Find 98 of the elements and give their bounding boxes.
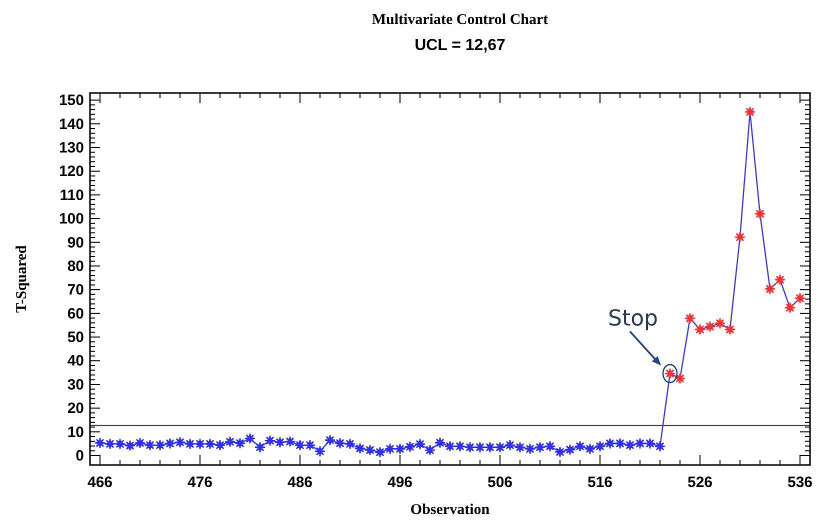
point (604, 438, 616, 450)
point (314, 446, 326, 457)
point (694, 324, 706, 336)
point (774, 274, 786, 286)
point (784, 302, 796, 314)
y-tick-label: 90 (67, 234, 84, 252)
point (154, 439, 166, 451)
point (794, 292, 806, 304)
point (374, 446, 386, 458)
y-tick-label: 20 (67, 400, 84, 418)
point (594, 440, 606, 452)
point (454, 440, 466, 452)
point (564, 444, 576, 456)
point (634, 438, 646, 450)
x-tick-label: 486 (287, 474, 313, 491)
point (534, 442, 546, 453)
point (304, 439, 316, 451)
annotation: Stop (608, 306, 658, 332)
x-tick-label: 506 (487, 474, 513, 491)
y-tick-label: 60 (67, 305, 84, 322)
point (344, 438, 356, 450)
x-tick-label: 526 (687, 474, 713, 491)
y-tick-label: 50 (67, 329, 84, 346)
y-tick-label: 110 (60, 186, 84, 204)
point (284, 436, 296, 448)
point (684, 312, 696, 324)
y-tick-label: 30 (67, 376, 84, 394)
point (444, 440, 456, 452)
point (134, 437, 146, 449)
y-tick-label: 120 (58, 163, 84, 180)
point (624, 439, 636, 451)
point (184, 438, 196, 450)
point (614, 438, 626, 450)
point (334, 438, 346, 449)
point (644, 438, 656, 450)
point (94, 437, 106, 449)
point (394, 443, 406, 454)
point (744, 106, 756, 118)
point (354, 442, 366, 454)
point (504, 439, 516, 451)
point (434, 437, 446, 448)
point (724, 324, 736, 336)
point (754, 208, 766, 220)
point (654, 440, 666, 452)
point (364, 444, 376, 456)
point (174, 436, 186, 448)
point (714, 318, 726, 329)
point (274, 436, 286, 448)
point (734, 231, 746, 243)
x-tick-label: 466 (87, 474, 113, 491)
point (244, 432, 256, 444)
point (424, 444, 436, 456)
point (704, 321, 716, 332)
y-tick-label: 40 (67, 352, 84, 370)
point (104, 438, 116, 450)
x-tick-label: 496 (387, 474, 413, 491)
point (294, 439, 306, 451)
point (144, 439, 156, 451)
point (554, 446, 566, 458)
y-axis-title: T-Squared (14, 244, 30, 313)
point (514, 442, 526, 453)
point (214, 439, 226, 451)
point (414, 438, 426, 450)
y-tick-label: 130 (58, 139, 84, 156)
y-tick-label: 80 (67, 258, 84, 275)
point (544, 440, 556, 452)
point (384, 443, 396, 454)
point (404, 441, 416, 452)
chart-title: Multivariate Control Chart (372, 12, 548, 28)
point (254, 442, 266, 453)
point (264, 434, 276, 446)
point (204, 438, 216, 450)
point (524, 443, 536, 454)
point (194, 438, 206, 450)
point (484, 442, 496, 453)
y-tick-label: 140 (58, 116, 84, 133)
y-tick-label: 100 (58, 210, 84, 228)
y-tick-label: 10 (67, 424, 84, 441)
point (764, 283, 776, 295)
point (164, 438, 176, 450)
point (124, 440, 136, 452)
point (114, 438, 126, 450)
chart-subtitle: UCL = 12,67 (414, 37, 506, 54)
y-tick-label: 150 (58, 92, 84, 110)
x-tick-label: 536 (787, 474, 813, 491)
x-tick-label: 516 (587, 474, 613, 491)
y-tick-label: 70 (67, 282, 84, 299)
point (584, 443, 596, 454)
point (464, 442, 476, 453)
x-axis-title: Observation (410, 502, 490, 518)
point (224, 436, 236, 448)
y-tick-label: 0 (76, 448, 84, 465)
point (494, 442, 506, 453)
point (234, 438, 246, 449)
point (474, 442, 486, 453)
x-tick-label: 476 (187, 474, 213, 491)
point (324, 434, 336, 446)
point (574, 440, 586, 452)
